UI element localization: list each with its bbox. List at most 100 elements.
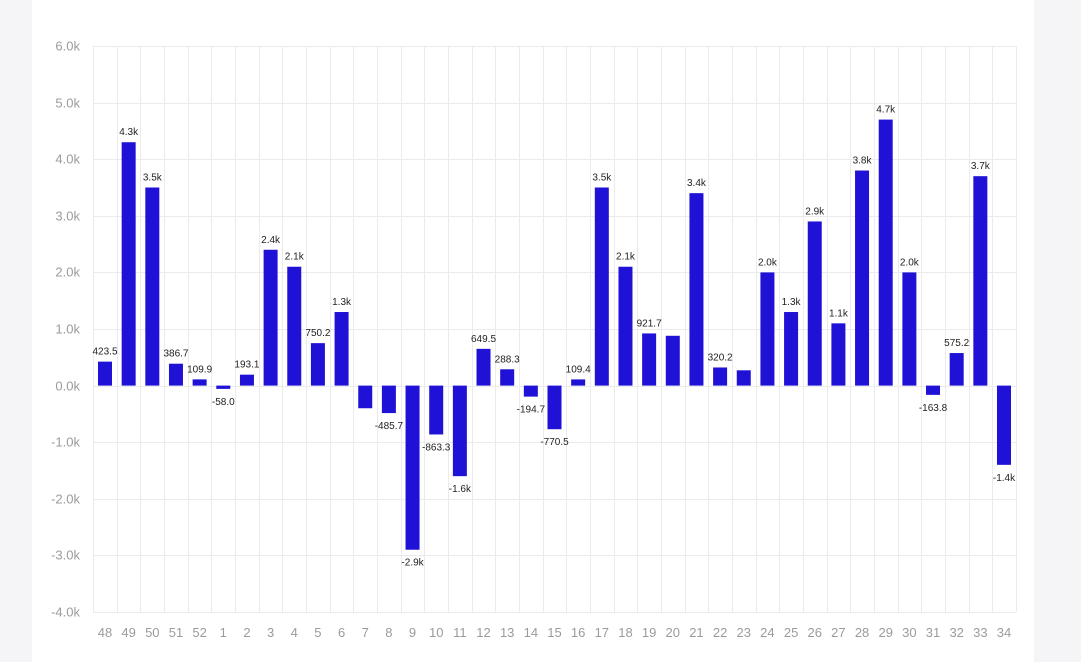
y-tick-label: -2.0k bbox=[51, 492, 80, 507]
x-axis: 48 49 50 51 52 1 2 3 4 5 6 7 8 9 10 11 12 13 14 15 16 17 18 19 2… bbox=[98, 625, 1011, 640]
bar bbox=[571, 379, 586, 386]
x-tick-label: 30 bbox=[902, 625, 916, 640]
bar bbox=[287, 266, 302, 386]
data-label: -485.7 bbox=[375, 421, 404, 432]
bar bbox=[216, 385, 231, 389]
bar bbox=[902, 272, 917, 386]
x-tick-label: 18 bbox=[618, 625, 632, 640]
bar bbox=[310, 343, 325, 386]
x-tick-label: 10 bbox=[429, 625, 443, 640]
bar bbox=[429, 385, 444, 435]
bar bbox=[855, 170, 870, 386]
bar bbox=[689, 193, 704, 386]
x-tick-label: 24 bbox=[760, 625, 774, 640]
x-tick-label: 29 bbox=[878, 625, 892, 640]
x-tick-label: 4 bbox=[291, 625, 298, 640]
data-label: 3.8k bbox=[853, 156, 873, 167]
data-label: 2.9k bbox=[805, 206, 825, 217]
x-tick-label: 15 bbox=[547, 625, 561, 640]
bar bbox=[452, 385, 467, 477]
bar bbox=[926, 385, 941, 395]
data-label: 288.3 bbox=[495, 354, 520, 365]
data-label: 3.5k bbox=[143, 173, 163, 184]
data-label: 2.0k bbox=[900, 257, 920, 268]
y-tick-label: 6.0k bbox=[55, 39, 80, 54]
x-tick-label: 50 bbox=[145, 625, 159, 640]
x-tick-label: 31 bbox=[926, 625, 940, 640]
y-tick-label: -1.0k bbox=[51, 435, 80, 450]
x-tick-label: 33 bbox=[973, 625, 987, 640]
data-label: -58.0 bbox=[212, 397, 235, 408]
data-label: 3.4k bbox=[687, 178, 707, 189]
x-tick-label: 52 bbox=[192, 625, 206, 640]
data-label: 3.5k bbox=[592, 173, 612, 184]
grid-lines bbox=[93, 46, 1017, 613]
x-tick-label: 6 bbox=[338, 625, 345, 640]
data-label: -1.4k bbox=[993, 473, 1016, 484]
x-tick-label: 8 bbox=[385, 625, 392, 640]
y-tick-label: 1.0k bbox=[55, 322, 80, 337]
x-tick-label: 17 bbox=[595, 625, 609, 640]
bar bbox=[239, 374, 254, 386]
bar bbox=[192, 379, 207, 386]
data-label: -194.7 bbox=[517, 405, 546, 416]
data-label: -1.6k bbox=[449, 484, 472, 495]
bar bbox=[784, 312, 799, 386]
x-tick-label: 19 bbox=[642, 625, 656, 640]
y-axis: 6.0k 5.0k 4.0k 3.0k 2.0k 1.0k 0.0k -1.0k -2.0k -3… bbox=[51, 39, 80, 620]
data-label: 1.1k bbox=[829, 308, 849, 319]
data-labels: 423.5 4.3k 3.5k 386.7 109.9 -58.0 193.1 2.4k 2.1… bbox=[92, 105, 1016, 569]
bar bbox=[618, 266, 633, 386]
data-label: 423.5 bbox=[92, 347, 117, 358]
x-tick-label: 48 bbox=[98, 625, 112, 640]
x-tick-label: 32 bbox=[949, 625, 963, 640]
data-label: 320.2 bbox=[708, 352, 733, 363]
y-tick-label: 0.0k bbox=[55, 379, 80, 394]
bar bbox=[594, 187, 609, 386]
x-tick-label: 26 bbox=[808, 625, 822, 640]
data-label: 3.7k bbox=[971, 161, 991, 172]
x-tick-label: 51 bbox=[169, 625, 183, 640]
data-label: 109.9 bbox=[187, 364, 212, 375]
x-tick-label: 20 bbox=[666, 625, 680, 640]
data-label: 386.7 bbox=[163, 349, 188, 360]
data-label: 750.2 bbox=[305, 328, 330, 339]
y-tick-label: 4.0k bbox=[55, 152, 80, 167]
y-tick-label: 5.0k bbox=[55, 96, 80, 111]
bar bbox=[263, 249, 278, 386]
x-tick-label: 49 bbox=[121, 625, 135, 640]
bar bbox=[168, 363, 183, 386]
bar bbox=[381, 385, 396, 414]
x-tick-label: 7 bbox=[362, 625, 369, 640]
bar bbox=[642, 333, 657, 386]
data-label: -770.5 bbox=[540, 437, 569, 448]
y-tick-label: -3.0k bbox=[51, 548, 80, 563]
data-label: 4.7k bbox=[876, 105, 896, 116]
x-tick-label: 23 bbox=[737, 625, 751, 640]
data-label: 193.1 bbox=[234, 360, 259, 371]
bar bbox=[760, 272, 775, 386]
bars bbox=[98, 119, 1011, 550]
data-label: 921.7 bbox=[637, 318, 662, 329]
x-tick-label: 2 bbox=[243, 625, 250, 640]
x-tick-label: 14 bbox=[524, 625, 538, 640]
bar bbox=[523, 385, 538, 397]
x-tick-label: 25 bbox=[784, 625, 798, 640]
x-tick-label: 11 bbox=[453, 625, 467, 640]
data-label: -2.9k bbox=[401, 558, 424, 569]
x-tick-label: 16 bbox=[571, 625, 585, 640]
x-tick-label: 12 bbox=[476, 625, 490, 640]
bar bbox=[334, 312, 349, 386]
x-tick-label: 21 bbox=[689, 625, 703, 640]
x-tick-label: 22 bbox=[713, 625, 727, 640]
data-label: 109.4 bbox=[566, 364, 591, 375]
y-tick-label: -4.0k bbox=[51, 605, 80, 620]
bar bbox=[713, 367, 728, 386]
bar bbox=[98, 361, 112, 386]
x-tick-label: 34 bbox=[997, 625, 1011, 640]
data-label: 1.3k bbox=[332, 297, 352, 308]
data-label: 2.1k bbox=[616, 252, 636, 263]
bar bbox=[665, 335, 680, 386]
x-tick-label: 13 bbox=[500, 625, 514, 640]
bar bbox=[476, 348, 491, 386]
